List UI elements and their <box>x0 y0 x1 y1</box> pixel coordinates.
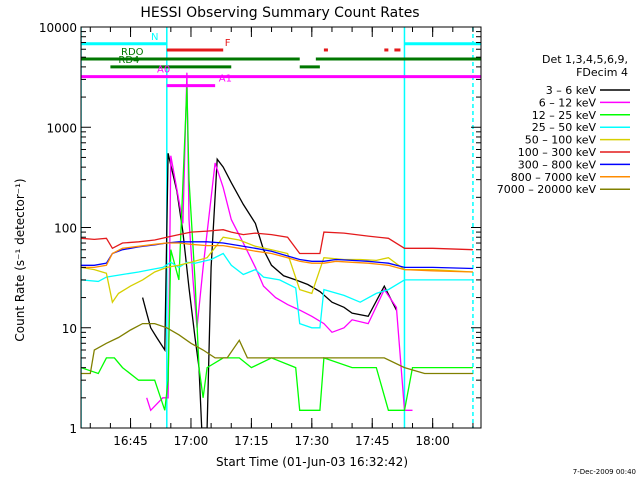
legend-entry-label-1: 6 – 12 keV <box>539 96 597 109</box>
legend-entry-label-3: 25 – 50 keV <box>532 121 597 134</box>
axes: 1 10 100 1000 10000 16:45 17:00 17:15 17:30 17:45… <box>39 21 482 448</box>
legend-entry-label-4: 50 – 100 keV <box>525 134 597 147</box>
legend-entry-label-2: 12 – 25 keV <box>532 109 597 122</box>
legend-entry-label-7: 800 – 7000 keV <box>511 171 597 184</box>
y-tick-label-4: 10000 <box>39 21 77 35</box>
series-line-5 <box>81 229 473 255</box>
x-tick-label-2: 17:15 <box>234 434 269 448</box>
x-tick-label-4: 17:45 <box>355 434 390 448</box>
flag-label-n: N <box>151 32 158 43</box>
series-line-1 <box>146 72 413 412</box>
flag-label-rdo: RDO <box>121 47 144 58</box>
series-line-6 <box>81 241 473 270</box>
plot-clipped-group <box>81 27 481 428</box>
flag-label-a1: A1 <box>219 74 232 85</box>
x-axis-label: Start Time (01-Jun-03 16:32:42) <box>216 455 408 469</box>
series-line-3 <box>81 252 473 329</box>
legend-entry-label-6: 300 – 800 keV <box>518 158 597 171</box>
y-tick-label-1: 10 <box>62 322 77 336</box>
series-line-7 <box>81 242 473 273</box>
legend-entry-label-8: 7000 – 20000 keV <box>497 183 597 196</box>
legend-header-line-2: FDecim 4 <box>576 66 628 79</box>
y-tick-label-2: 100 <box>54 222 77 236</box>
series-line-4 <box>81 236 473 304</box>
y-axis-label: Count Rate (s⁻¹ detector⁻¹) <box>13 178 27 341</box>
x-tick-label-0: 16:45 <box>113 434 148 448</box>
chart-title: HESSI Observing Summary Count Rates <box>140 5 419 21</box>
legend-header-line-1: Det 1,3,4,5,6,9, <box>542 53 628 66</box>
series-line-0 <box>141 153 397 428</box>
legend-entry-label-0: 3 – 6 keV <box>546 84 597 97</box>
y-tick-label-0: 1 <box>69 422 77 436</box>
footer-timestamp: 7-Dec-2009 00:40 <box>573 468 636 476</box>
series-line-2 <box>81 87 473 411</box>
y-tick-label-3: 1000 <box>46 121 77 135</box>
flag-label-f: F <box>225 38 231 49</box>
x-tick-label-1: 17:00 <box>174 434 209 448</box>
legend-entry-label-5: 100 – 300 keV <box>518 146 597 159</box>
series-line-8 <box>81 322 473 375</box>
flag-label-a0: A0 <box>157 65 170 76</box>
x-tick-label-5: 18:00 <box>415 434 450 448</box>
flag-label-rd4: RD4 <box>118 55 139 66</box>
x-tick-label-3: 17:30 <box>295 434 330 448</box>
